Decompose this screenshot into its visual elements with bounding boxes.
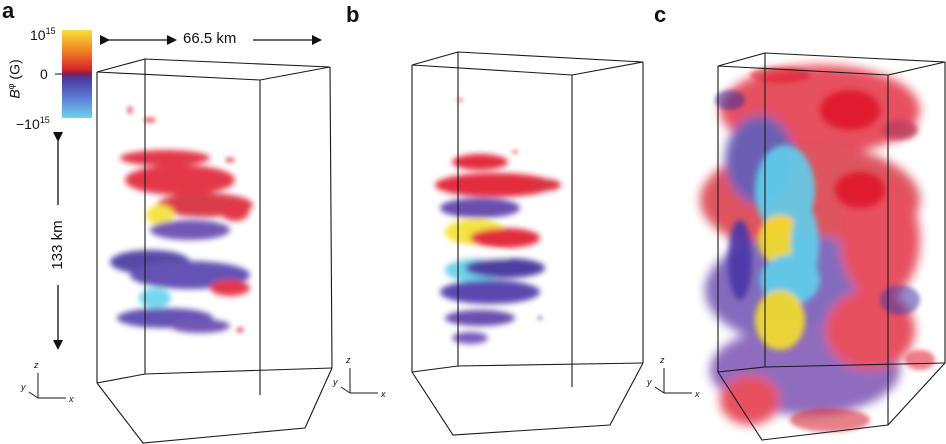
width-scale-label: 66.5 km [183,30,237,47]
panel-b-box [411,51,644,436]
colorbar [62,30,92,118]
panel-c-label: c [654,2,667,27]
colorbar-tick-min: −1015 [16,115,50,132]
panel-a-y-label: y [21,382,26,392]
colorbar-title: Bφ (G) [6,59,23,99]
panel-a-label: a [2,0,15,23]
colorbar-tick-zero: 0 [40,66,48,82]
panel-b-axes-triad [340,368,378,394]
panel-c-z-label: z [660,355,665,365]
panel-a [28,58,333,444]
panel-b-label: b [346,2,360,27]
panel-b-y-label: y [333,377,338,387]
panel-c-box [717,52,946,441]
panel-a-axes-triad [28,373,66,399]
panel-b-z-label: z [346,355,351,365]
panel-a-field-volume [110,150,253,333]
panel-c [654,52,946,441]
panel-a-x-label: x [69,394,74,404]
colorbar-tick-max: 1015 [30,26,56,43]
panel-b-field-volume [432,154,561,344]
panel-a-box [96,58,333,444]
panel-c-field-volume [700,65,935,432]
height-scale-label: 133 km [49,220,66,270]
panel-b [340,51,644,436]
panel-b-x-label: x [381,389,386,399]
panel-a-z-label: z [34,360,39,370]
panel-c-x-label: x [695,389,700,399]
panel-c-y-label: y [647,377,652,387]
panel-c-axes-triad [654,368,692,394]
